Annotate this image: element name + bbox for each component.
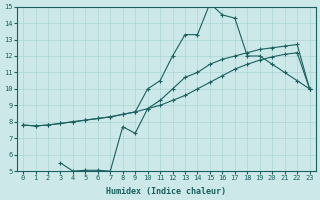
X-axis label: Humidex (Indice chaleur): Humidex (Indice chaleur) (106, 187, 226, 196)
